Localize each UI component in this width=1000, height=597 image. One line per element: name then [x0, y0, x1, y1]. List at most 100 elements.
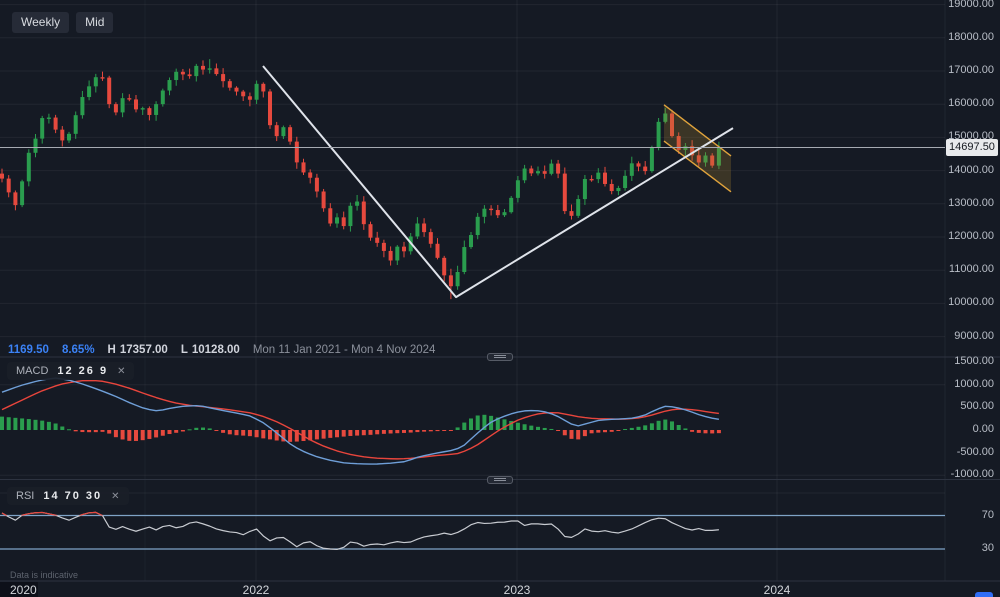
candle-body	[415, 223, 420, 237]
rsi-close-icon[interactable]: ✕	[111, 490, 120, 502]
candle-body	[482, 208, 487, 217]
macd-params: 12 26 9	[57, 365, 109, 377]
candle-body	[26, 152, 31, 182]
macd-hist-bar	[87, 430, 92, 433]
candle-body	[147, 108, 152, 115]
price-axis[interactable]: 19000.00 18000.00 17000.00 16000.00 15000.00…	[945, 0, 1000, 581]
macd-hist-bar	[154, 430, 159, 438]
interval-button[interactable]: Weekly	[12, 12, 70, 33]
macd-legend: MACD 12 26 9 ✕	[7, 362, 135, 380]
candle-body	[710, 155, 715, 166]
pane-separator-handle-macd[interactable]	[487, 353, 513, 361]
macd-axis-label: 1000.00	[954, 377, 994, 390]
macd-axis-label: 1500.00	[954, 355, 994, 368]
candle-body	[154, 104, 159, 115]
candle-body	[536, 171, 540, 174]
macd-hist-bar	[341, 430, 346, 437]
candle-body	[80, 97, 85, 116]
macd-hist-bar	[462, 422, 467, 430]
candle-body	[120, 98, 125, 113]
channel-drawing[interactable]	[663, 104, 732, 193]
candle-body	[100, 77, 105, 79]
low-value: 10128.00	[191, 344, 240, 356]
candle-body	[60, 129, 65, 141]
macd-hist-bar	[643, 425, 648, 430]
trendline-drawing[interactable]	[262, 65, 734, 299]
candle-body	[321, 191, 326, 209]
macd-hist-bar	[120, 430, 125, 440]
macd-close-icon[interactable]: ✕	[117, 365, 126, 377]
change-percent: 8.65%	[61, 344, 95, 356]
macd-hist-bar	[690, 430, 695, 432]
candle-body	[281, 127, 286, 137]
price-axis-label: 18000.00	[948, 30, 994, 43]
macd-hist-bar	[395, 430, 400, 434]
macd-hist-bar	[716, 430, 721, 434]
change-value: 1169.50	[8, 344, 49, 356]
macd-hist-bar	[180, 430, 185, 432]
macd-hist-bar	[388, 430, 393, 434]
macd-hist-bar	[13, 417, 18, 430]
macd-hist-bar	[502, 419, 507, 430]
candle-body	[448, 275, 453, 287]
candle-body	[428, 232, 433, 244]
candle-body	[221, 74, 226, 82]
chart-toolbar: Weekly Mid	[12, 12, 114, 33]
candle-body	[469, 235, 473, 248]
rsi-axis-label: 30	[981, 542, 994, 554]
macd-hist-bar	[609, 430, 614, 432]
candle-body	[643, 166, 648, 172]
macd-hist-bar	[281, 430, 286, 442]
channel-bottom-line[interactable]	[663, 140, 732, 193]
macd-hist-bar	[562, 430, 567, 436]
macd-hist-bar	[368, 430, 373, 435]
low-label: L	[180, 344, 188, 356]
macd-hist-bar	[40, 420, 45, 430]
candle-body	[127, 98, 132, 100]
macd-hist-bar	[348, 430, 353, 436]
macd-hist-bar	[321, 430, 326, 439]
candle-body	[576, 199, 581, 216]
candle-body	[623, 175, 628, 188]
macd-hist-bar	[703, 430, 708, 434]
macd-hist-bar	[656, 420, 661, 430]
candle-body	[676, 136, 681, 150]
time-axis-label: 2024	[763, 583, 791, 597]
time-axis-label: 2020	[10, 583, 37, 597]
macd-hist-bar	[221, 430, 226, 433]
candle-body	[475, 216, 480, 236]
macd-hist-bar	[623, 428, 628, 430]
macd-hist-bar	[696, 430, 701, 433]
candle-body	[435, 243, 440, 258]
macd-hist-bar	[482, 414, 487, 430]
macd-hist-bar	[20, 418, 25, 430]
candle-body	[288, 127, 293, 142]
candle-body	[609, 183, 614, 192]
candle-body	[328, 208, 333, 224]
macd-hist-bar	[415, 430, 420, 433]
macd-hist-bar	[100, 430, 105, 432]
macd-hist-bar	[194, 427, 199, 430]
candle-body	[294, 141, 299, 163]
last-price-tag: 14697.50	[946, 139, 998, 156]
rsi-params: 14 70 30	[43, 490, 103, 502]
macd-hist-bar	[683, 428, 688, 430]
macd-hist-bar	[234, 430, 239, 436]
macd-hist-bar	[710, 430, 715, 434]
candle-body	[462, 247, 467, 273]
macd-hist-bar	[274, 430, 279, 441]
candle-body	[87, 86, 92, 98]
macd-hist-bar	[73, 430, 78, 432]
pane-separator-handle-rsi[interactable]	[487, 476, 513, 484]
candle-body	[308, 172, 313, 178]
macd-hist-bar	[241, 430, 246, 436]
macd-name: MACD	[16, 365, 49, 377]
macd-hist-bar	[402, 430, 406, 433]
macd-hist-bar	[113, 430, 118, 438]
price-source-button[interactable]: Mid	[76, 12, 114, 33]
scroll-to-recent-button[interactable]	[975, 592, 993, 597]
time-axis[interactable]: 2020 2022 2023 2024	[0, 581, 1000, 597]
macd-hist-bar	[33, 419, 38, 430]
